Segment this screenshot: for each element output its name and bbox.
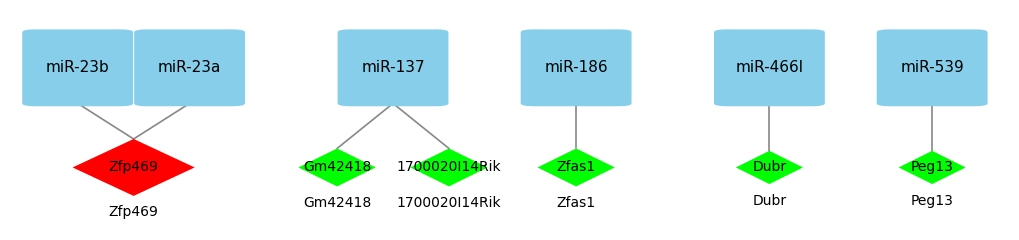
Text: Dubr: Dubr [752,193,786,208]
Text: Dubr: Dubr [752,161,786,174]
Text: Zfas1: Zfas1 [556,161,595,174]
Text: Gm42418: Gm42418 [303,196,371,210]
Text: miR-466l: miR-466l [735,60,803,75]
FancyBboxPatch shape [135,29,245,106]
Polygon shape [537,149,614,186]
Text: 1700020I14Rik: 1700020I14Rik [396,196,500,210]
Text: Zfp469: Zfp469 [109,205,158,219]
FancyBboxPatch shape [337,29,448,106]
Text: miR-23b: miR-23b [46,60,109,75]
Text: Peg13: Peg13 [910,161,953,174]
Text: 1700020I14Rik: 1700020I14Rik [396,161,500,174]
Polygon shape [299,149,375,186]
FancyBboxPatch shape [713,29,824,106]
Polygon shape [735,151,802,184]
FancyBboxPatch shape [876,29,986,106]
Polygon shape [410,149,487,186]
Polygon shape [72,139,195,196]
FancyBboxPatch shape [520,29,631,106]
Text: Gm42418: Gm42418 [303,161,371,174]
Text: Zfp469: Zfp469 [109,161,158,174]
Text: Zfas1: Zfas1 [556,196,595,210]
Text: miR-539: miR-539 [900,60,963,75]
Polygon shape [898,151,965,184]
Text: miR-186: miR-186 [544,60,607,75]
Text: miR-23a: miR-23a [158,60,221,75]
Text: Peg13: Peg13 [910,193,953,208]
Text: miR-137: miR-137 [361,60,425,75]
FancyBboxPatch shape [22,29,133,106]
